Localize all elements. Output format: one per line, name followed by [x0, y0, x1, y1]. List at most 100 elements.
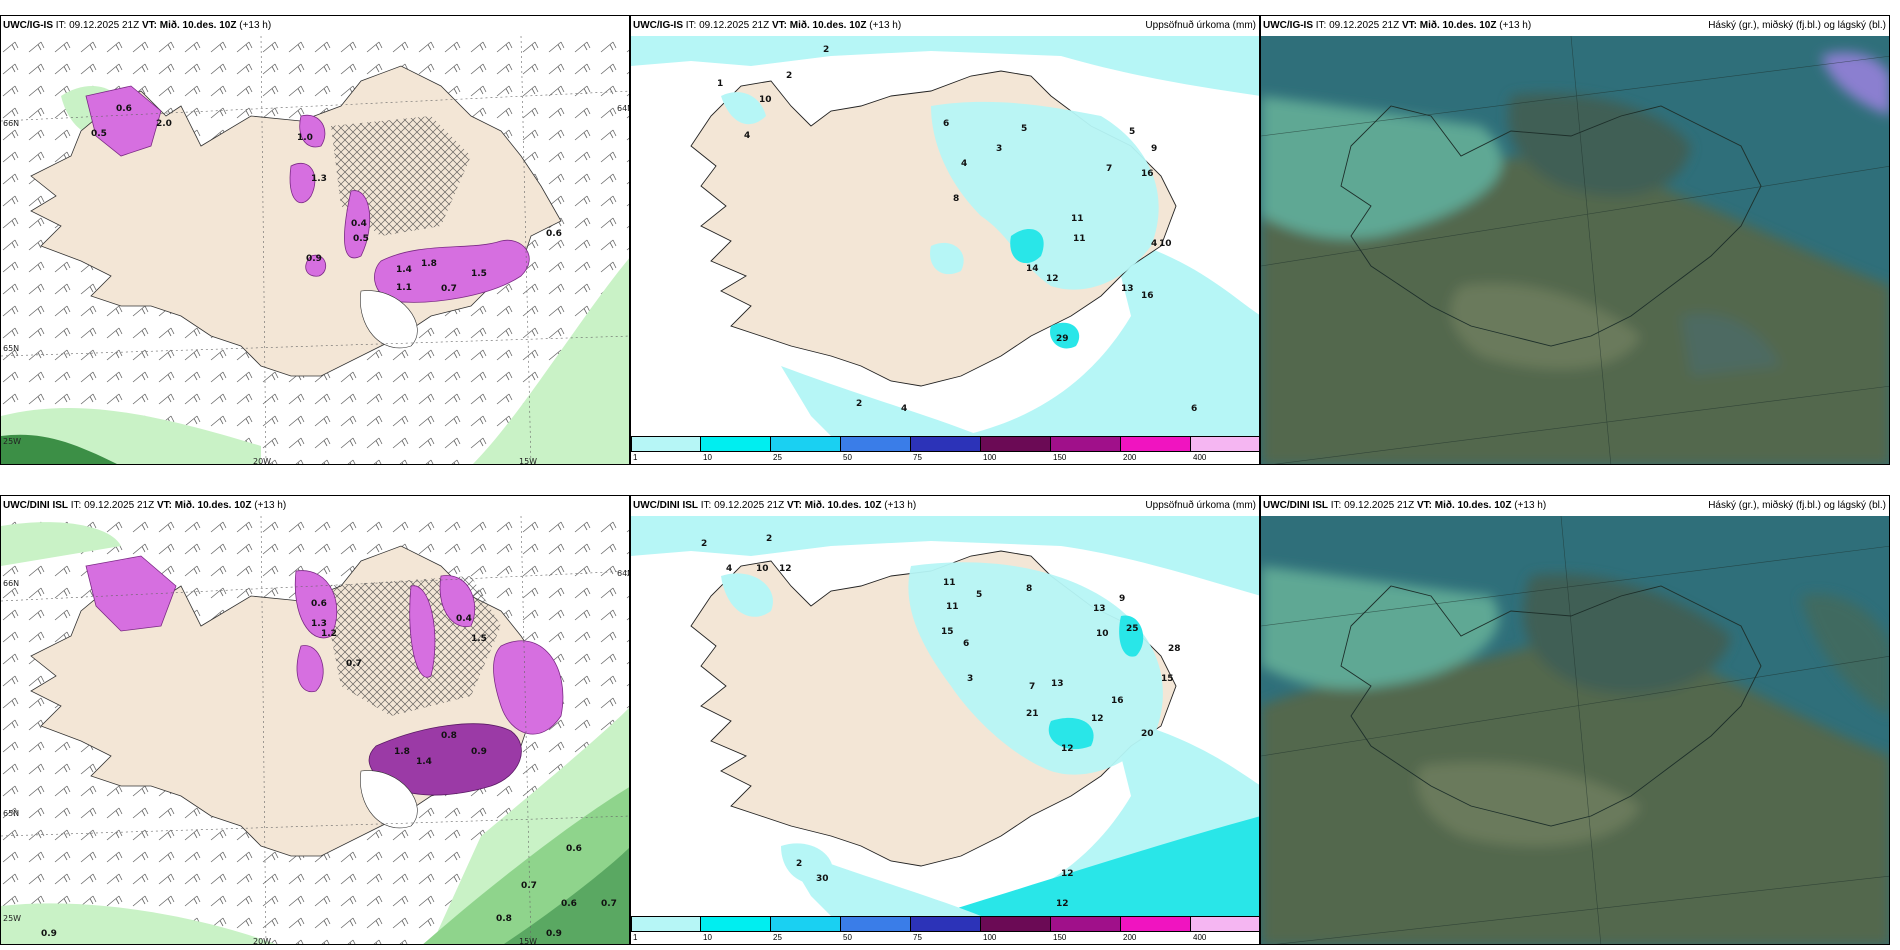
- colorbar-tick-label: 10: [703, 933, 712, 942]
- accum-area-land: [908, 562, 1163, 775]
- snow-rate-area: [439, 575, 475, 627]
- model-name: UWC/IG-IS: [1263, 20, 1313, 31]
- it-value: 09.12.2025 21Z: [699, 20, 770, 31]
- value-label: 0.6: [561, 899, 577, 909]
- value-label: 5: [1021, 124, 1027, 134]
- model-name: UWC/DINI ISL: [3, 500, 68, 511]
- precip-area-green: [1, 522, 121, 566]
- value-label: 14: [1026, 264, 1039, 274]
- value-label: 0.9: [306, 254, 322, 264]
- axis-label: 64N: [617, 569, 630, 578]
- cloud-area: [1261, 96, 1502, 239]
- value-label: 21: [1026, 709, 1039, 719]
- colorbar-tick-label: 400: [1193, 933, 1207, 942]
- vt-label: VT:: [1401, 20, 1417, 31]
- value-label: 12: [779, 564, 792, 574]
- colorbar-swatch: [771, 436, 841, 452]
- colorbar-tick-label: 1: [633, 933, 638, 942]
- colorbar-swatch: [1191, 436, 1259, 452]
- axis-label: 15W: [519, 937, 537, 945]
- it-label: IT:: [70, 500, 82, 511]
- colorbar-swatch: [1191, 916, 1259, 932]
- value-label: 12: [1061, 744, 1074, 754]
- value-label: 6: [943, 119, 949, 129]
- value-label: 0.6: [566, 844, 582, 854]
- colorbar-swatch: [631, 436, 701, 452]
- value-label: 2: [701, 539, 707, 549]
- graticule: [1, 516, 629, 944]
- precip-area-green: [503, 847, 629, 944]
- colorbar-swatch: [911, 436, 981, 452]
- it-label: IT:: [1315, 20, 1327, 31]
- colorbar-tick-label: 200: [1123, 453, 1137, 462]
- colorbar-swatch: [1051, 436, 1121, 452]
- value-label: 2.0: [156, 119, 172, 129]
- colorbar-tick-label: 400: [1193, 453, 1207, 462]
- value-label: 1.8: [421, 259, 437, 269]
- axis-label: 15W: [519, 457, 537, 465]
- colorbar: 1 10 25 50 75 100 150 200 400: [631, 916, 1259, 944]
- value-label: 1: [717, 79, 723, 89]
- cloud-area: [1801, 594, 1889, 715]
- value-label: 0.6: [546, 229, 562, 239]
- value-label: 2: [796, 859, 802, 869]
- value-label: 6: [1191, 404, 1197, 414]
- value-label: 9: [1151, 144, 1157, 154]
- panel-title: Háský (gr.), miðský (fj.bl.) og lágský (…: [1708, 20, 1886, 31]
- snow-rate-area: [344, 190, 371, 259]
- snow-rate-area: [296, 645, 324, 693]
- value-label: 1.2: [321, 629, 337, 639]
- cloud-area: [1417, 762, 1641, 846]
- value-label: 0.4: [456, 614, 472, 624]
- accum-area-sea: [631, 36, 1259, 96]
- colorbar-tick-label: 150: [1053, 933, 1067, 942]
- colorbar-tick-label: 75: [913, 933, 922, 942]
- axis-label: 65N: [3, 809, 19, 818]
- value-label: 10: [756, 564, 769, 574]
- colorbar-tick-label: 50: [843, 933, 852, 942]
- axis-label: 20W: [253, 937, 271, 945]
- colorbar-swatch: [701, 916, 771, 932]
- value-label: 4: [744, 131, 750, 141]
- lead-time: (+13 h): [1514, 500, 1547, 511]
- value-label: 0.5: [91, 129, 107, 139]
- value-label: 0.9: [546, 929, 562, 939]
- snow-rate-area: [305, 254, 327, 277]
- value-label: 30: [816, 874, 829, 884]
- vt-label: VT:: [786, 500, 802, 511]
- accum-area-land: [721, 573, 773, 617]
- lead-time: (+13 h): [884, 500, 917, 511]
- cloud-area: [1261, 566, 1499, 689]
- colorbar-tick-label: 1: [633, 453, 638, 462]
- cloud-map: [1261, 516, 1889, 944]
- value-label: 16: [1141, 169, 1154, 179]
- accum-map: 2 4 2 10 12 11 5 8 11 15 13 6 7 3 9 10 2…: [631, 516, 1259, 944]
- value-label: 10: [1096, 629, 1109, 639]
- colorbar-tick-label: 10: [703, 453, 712, 462]
- value-label: 7: [1029, 682, 1035, 692]
- graticule: [1, 36, 629, 464]
- value-label: 0.8: [441, 731, 457, 741]
- value-label: 13: [1121, 284, 1134, 294]
- colorbar-tick-label: 50: [843, 453, 852, 462]
- accum-area-land: [931, 101, 1159, 290]
- colorbar-swatch: [701, 436, 771, 452]
- value-label: 2: [766, 534, 772, 544]
- value-label: 0.7: [441, 284, 457, 294]
- value-label: 0.7: [601, 899, 617, 909]
- value-label: 3: [996, 144, 1002, 154]
- lead-time: (+13 h): [869, 20, 902, 31]
- lead-time: (+13 h): [239, 20, 272, 31]
- precip-area-green: [472, 258, 629, 464]
- axis-label: 20W: [253, 457, 271, 465]
- value-label: 0.5: [353, 234, 369, 244]
- value-label: 2: [856, 399, 862, 409]
- value-label: 9: [1119, 594, 1125, 604]
- value-label: 1.3: [311, 619, 327, 629]
- snow-rate-area: [299, 114, 326, 148]
- value-label: 4: [1151, 239, 1157, 249]
- panel-title: Háský (gr.), miðský (fj.bl.) og lágský (…: [1708, 500, 1886, 511]
- colorbar-swatch: [911, 916, 981, 932]
- it-value: 09.12.2025 21Z: [84, 500, 155, 511]
- vt-label: VT:: [156, 500, 172, 511]
